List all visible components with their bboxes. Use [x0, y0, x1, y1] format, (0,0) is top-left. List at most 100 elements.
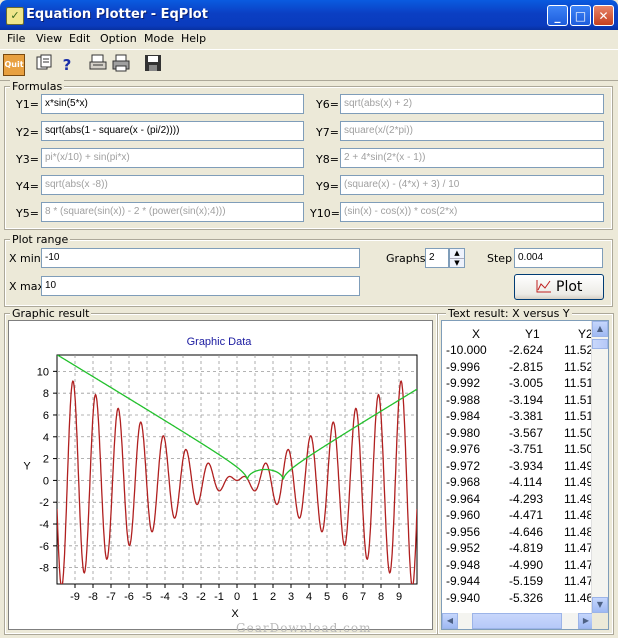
cell-y1: -4.990 — [509, 557, 544, 572]
y-tick-label: 10 — [37, 366, 49, 378]
y-tick-label: 4 — [43, 432, 49, 444]
spin-down-icon[interactable]: ▼ — [454, 259, 460, 267]
scroll-left-icon[interactable]: ◀ — [442, 613, 458, 629]
y-tick-label: 2 — [43, 454, 49, 466]
cell-y2: 11.471 — [564, 574, 600, 588]
chart-title: Graphic Data — [187, 336, 253, 348]
y10-formula-input[interactable]: (sin(x) - cos(x)) * cos(2*x) — [340, 202, 604, 222]
quit-button[interactable]: Quit — [3, 54, 25, 76]
menu-mode[interactable]: Mode — [144, 32, 174, 45]
graph-icon — [536, 280, 551, 293]
cell-y2: 11.499 — [564, 458, 600, 473]
horizontal-scrollbar[interactable]: ◀ ▶ — [442, 613, 594, 629]
y7-formula-input[interactable]: square(x/(2*pi)) — [340, 121, 604, 141]
vertical-scrollbar[interactable]: ▲ ▼ — [591, 321, 608, 613]
copy-formula-button[interactable] — [33, 54, 55, 76]
y4-formula-input[interactable]: sqrt(abs(x -8)) — [41, 175, 304, 195]
scroll-down-icon[interactable]: ▼ — [592, 597, 608, 613]
minimize-button[interactable]: _ — [547, 5, 568, 26]
y8-formula-input[interactable]: 2 + 4*sin(2*(x - 1)) — [340, 148, 604, 168]
print-preview-icon — [89, 54, 107, 70]
plot-range-group-label: Plot range — [10, 233, 71, 246]
cell-x: -9.976 — [446, 442, 481, 456]
menu-option[interactable]: Option — [100, 32, 137, 45]
cell-x: -9.988 — [446, 392, 481, 407]
y6-formula-input[interactable]: sqrt(abs(x) + 2) — [340, 94, 604, 114]
maximize-button[interactable]: □ — [570, 5, 591, 26]
xmax-label: X max — [9, 280, 44, 293]
cell-y1: -3.567 — [509, 425, 544, 440]
close-button[interactable]: ✕ — [593, 5, 614, 26]
cell-x: -9.960 — [446, 508, 481, 522]
title-bar[interactable]: ✓ Equation Plotter - EqPlot _ □ ✕ — [0, 0, 618, 30]
table-row: -9.944 -5.159 11.471 — [442, 574, 600, 590]
x-tick-label: 6 — [342, 591, 348, 603]
column-header-y2: Y2 — [578, 327, 593, 341]
xmin-label: X min — [9, 252, 41, 265]
printer-icon — [112, 54, 130, 72]
scroll-up-icon[interactable]: ▲ — [592, 321, 608, 337]
cell-x: -9.940 — [446, 590, 481, 605]
scroll-corner — [592, 613, 608, 629]
graphs-label: Graphs — [386, 252, 426, 265]
help-button[interactable]: ? — [62, 56, 72, 74]
table-row: -9.972 -3.934 11.499 — [442, 459, 600, 475]
x-tick-label: 9 — [396, 591, 402, 603]
x-tick-label: 2 — [270, 591, 276, 603]
column-header-y1: Y1 — [525, 327, 540, 341]
column-header-x: X — [472, 327, 481, 341]
equation-chart[interactable]: -9 -8 -7 -6 -5 -4 -3 -2 -1 0 1 2 3 4 5 6 7 8 91086420-2-4-… — [9, 321, 432, 629]
y2-formula-input[interactable]: sqrt(abs(1 - square(x - (pi/2)))) — [41, 121, 304, 141]
y1-formula-input[interactable]: x*sin(5*x) — [41, 94, 304, 114]
table-row: -9.992 -3.005 11.519 — [442, 376, 600, 392]
horizontal-scroll-thumb[interactable] — [472, 613, 562, 629]
print-button[interactable] — [110, 54, 132, 76]
y9-formula-input[interactable]: (square(x) - (4*x) + 3) / 10 — [340, 175, 604, 195]
y-tick-label: -6 — [39, 541, 49, 553]
xmin-input[interactable]: -10 — [41, 248, 360, 268]
text-result-table[interactable]: X Y1 Y2 -10.000 -2.624 11.52 -9.996 -2.815 11… — [441, 320, 609, 630]
step-input[interactable]: 0.004 — [514, 248, 603, 268]
graphs-input[interactable]: 2 — [425, 248, 449, 268]
cell-y1: -3.751 — [509, 442, 544, 456]
x-tick-label: -6 — [124, 591, 134, 603]
table-row: -9.956 -4.646 11.483 — [442, 525, 600, 541]
cell-y2: 11.487 — [564, 508, 600, 522]
x-tick-label: 3 — [288, 591, 294, 603]
menu-file[interactable]: File — [7, 32, 26, 45]
scroll-thumb[interactable] — [592, 339, 608, 349]
plot-button[interactable]: Plot — [514, 274, 604, 300]
x-tick-label: 8 — [378, 591, 384, 603]
series-y1-line — [57, 380, 417, 584]
graphic-result-group — [4, 313, 438, 635]
menu-bar: File View Edit Option Mode Help — [0, 30, 618, 48]
app-icon: ✓ — [6, 7, 24, 25]
step-label: Step — [487, 252, 513, 265]
graph-panel[interactable]: -9 -8 -7 -6 -5 -4 -3 -2 -1 0 1 2 3 4 5 6 7 8 9 10 8 6 4 2 0 -2 -4-… — [8, 320, 433, 630]
xmax-input[interactable]: 10 — [41, 276, 360, 296]
y3-formula-input[interactable]: pi*(x/10) + sin(pi*x) — [41, 148, 304, 168]
cell-x: -9.948 — [446, 557, 481, 572]
graphs-spinner[interactable]: ▲ ▼ — [449, 248, 465, 268]
watermark: GearDownload.com — [236, 621, 372, 635]
cell-y1: -5.326 — [509, 590, 544, 605]
cell-y2: 11.515 — [564, 392, 600, 407]
spin-up-icon[interactable]: ▲ — [450, 249, 464, 259]
table-row: -9.940 -5.326 11.467 — [442, 590, 600, 607]
plot-range-group — [4, 239, 613, 307]
y-tick-label: 6 — [43, 410, 49, 422]
save-button[interactable] — [142, 54, 164, 76]
y3-label: Y3= — [16, 153, 39, 166]
cell-x: -10.000 — [446, 343, 487, 357]
cell-y2: 11.467 — [564, 590, 600, 605]
y-tick-label: -2 — [39, 497, 49, 509]
x-tick-label: -2 — [196, 591, 206, 603]
menu-help[interactable]: Help — [181, 32, 207, 45]
y5-formula-input[interactable]: 8 * (square(sin(x)) - 2 * (power(sin(x);… — [41, 202, 304, 222]
menu-edit[interactable]: Edit — [69, 32, 91, 45]
menu-view[interactable]: View — [36, 32, 63, 45]
cell-x: -9.996 — [446, 359, 481, 374]
cell-x: -9.964 — [446, 491, 481, 506]
x-tick-label: 0 — [234, 591, 240, 603]
print-preview-button[interactable] — [87, 54, 109, 76]
